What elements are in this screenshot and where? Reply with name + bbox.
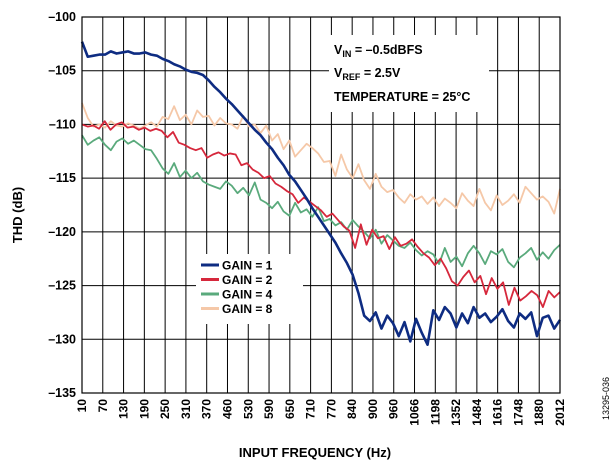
x-tick-label: 190	[137, 399, 151, 419]
x-tick-label: 130	[117, 399, 131, 419]
vin-main: V	[334, 43, 343, 57]
x-tick-label: 10	[75, 399, 89, 413]
series-line-gain-8	[81, 102, 561, 215]
y-tick-label: –120	[48, 225, 76, 239]
x-tick-label: 70	[96, 399, 110, 413]
x-tick-label: 370	[200, 399, 214, 419]
y-axis-title: THD (dB)	[10, 187, 25, 243]
y-tick-label: –115	[49, 171, 76, 185]
plot-frame	[81, 16, 561, 394]
annotation-temperature: TEMPERATURE = 25°C	[334, 90, 470, 104]
series-line-gain-2	[81, 120, 561, 308]
x-tick-label: 900	[366, 399, 380, 419]
series-line-gain-1	[80, 41, 562, 346]
x-axis-title: INPUT FREQUENCY (Hz)	[239, 445, 391, 460]
x-tick-label: 310	[179, 399, 193, 419]
vref-value: = 2.5V	[360, 66, 401, 80]
vref-main: V	[334, 66, 343, 80]
vin-value: = –0.5dBFS	[351, 43, 422, 57]
x-tick-label: 1748	[511, 399, 525, 426]
x-tick-label: 590	[262, 399, 276, 419]
x-tick-label: 650	[283, 399, 297, 419]
vref-subscript: REF	[342, 72, 361, 82]
y-tick-labels: –100 –105 –110 –115 –120 –125 –130 –135	[48, 10, 76, 400]
x-tick-label: 1880	[532, 399, 546, 426]
legend-label: GAIN = 8	[222, 302, 273, 316]
y-tick-label: –135	[48, 386, 76, 400]
y-tick-label: –105	[48, 64, 76, 78]
x-tick-labels: 10 70 130 190 250 310 370 460 530 590 650 710 770 840…	[75, 399, 567, 426]
y-tick-label: –100	[48, 10, 76, 24]
x-tick-label: 1198	[428, 399, 442, 425]
x-tick-label: 530	[241, 399, 255, 419]
x-tick-label: 770	[324, 399, 338, 419]
data-series	[80, 41, 562, 346]
annotation-box	[329, 35, 489, 112]
figure-id: 13295-036	[601, 377, 611, 420]
legend-label: GAIN = 1	[222, 259, 273, 273]
legend-label: GAIN = 2	[222, 273, 273, 287]
x-tick-label: 250	[158, 399, 172, 419]
y-tick-label: –125	[48, 279, 76, 293]
x-tick-label: 840	[345, 399, 359, 419]
x-tick-label: 960	[387, 399, 401, 419]
series-line-gain-4	[81, 134, 561, 269]
y-tick-label: –130	[48, 332, 76, 346]
x-tick-label: 460	[220, 399, 234, 419]
annotation-vref: VREF = 2.5V	[334, 66, 401, 82]
x-tick-label: 1484	[470, 399, 484, 426]
x-tick-label: 2012	[553, 399, 567, 426]
x-tick-label: 1066	[408, 399, 422, 426]
legend-label: GAIN = 4	[222, 288, 273, 302]
vin-subscript: IN	[342, 49, 351, 59]
annotation-vin: VIN = –0.5dBFS	[334, 43, 423, 59]
x-tick-label: 710	[304, 399, 318, 419]
x-tick-label: 1352	[449, 399, 463, 426]
y-tick-label: –110	[49, 117, 76, 131]
x-tick-label: 1616	[491, 399, 505, 426]
